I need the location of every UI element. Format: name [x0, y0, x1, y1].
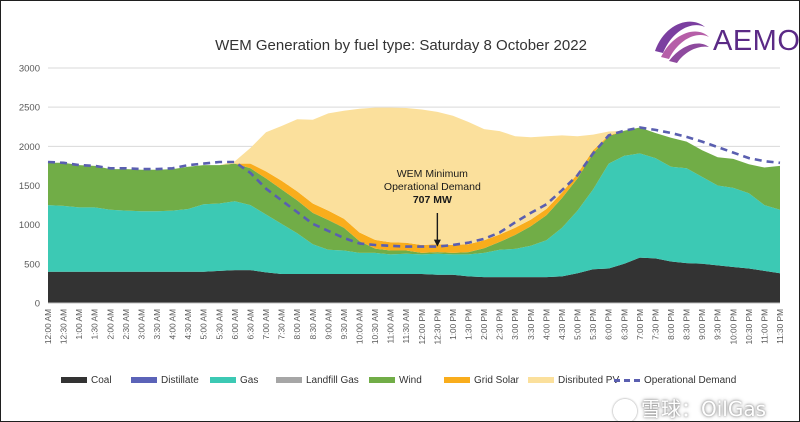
snowball-icon: [613, 398, 637, 421]
y-tick-label: 0: [35, 299, 40, 310]
x-tick-label: 5:00 PM: [573, 309, 583, 340]
x-tick-label: 12:00 AM: [43, 309, 53, 344]
x-tick-label: 8:30 AM: [308, 309, 318, 340]
x-tick-label: 9:30 PM: [713, 309, 723, 340]
y-tick-label: 500: [24, 259, 40, 270]
legend-label: Operational Demand: [644, 375, 737, 386]
legend-swatch: [131, 377, 157, 384]
x-tick-label: 5:30 AM: [214, 309, 224, 340]
x-tick-label: 8:00 AM: [292, 309, 302, 340]
aemo-logo: AEMO: [647, 11, 799, 69]
x-tick-label: 7:30 PM: [650, 309, 660, 340]
x-tick-label: 3:00 AM: [136, 309, 146, 340]
x-tick-label: 6:30 PM: [619, 309, 629, 340]
legend-label: Landfill Gas: [306, 375, 359, 386]
x-tick-label: 7:30 AM: [277, 309, 287, 340]
x-tick-label: 11:30 AM: [401, 309, 411, 344]
legend-label: Grid Solar: [474, 375, 520, 386]
x-tick-label: 2:30 AM: [121, 309, 131, 340]
x-tick-label: 4:00 PM: [541, 309, 551, 340]
legend-label: Disributed PV: [558, 375, 620, 386]
legend-item-coal: Coal: [61, 375, 112, 386]
x-tick-label: 3:00 PM: [510, 309, 520, 340]
x-tick-label: 12:30 AM: [59, 309, 69, 344]
y-tick-label: 3000: [19, 64, 40, 75]
x-tick-label: 4:00 AM: [168, 309, 178, 340]
x-tick-label: 5:30 PM: [588, 309, 598, 340]
y-tick-label: 2500: [19, 103, 40, 114]
legend-swatch: [444, 377, 470, 384]
x-tick-label: 10:30 AM: [370, 309, 380, 344]
legend-item-operational-demand: Operational Demand: [614, 375, 736, 386]
plot-area: 3000 2500 2000 1500 1000 500 012:00 AM 12:30 AM…: [19, 64, 785, 345]
logo-text: AEMO: [713, 25, 799, 57]
legend-label: Coal: [91, 375, 112, 386]
y-tick-label: 1000: [19, 220, 40, 231]
x-tick-label: 8:30 PM: [682, 309, 692, 340]
x-tick-label: 6:00 AM: [230, 309, 240, 340]
x-tick-label: 1:30 AM: [90, 309, 100, 340]
area-wind: [48, 127, 780, 255]
x-tick-label: 11:00 AM: [386, 309, 396, 344]
x-tick-label: 3:30 PM: [526, 309, 536, 340]
legend-swatch: [528, 377, 554, 384]
watermark: 雪球：OilGas: [613, 393, 766, 421]
legend-label: Gas: [240, 375, 259, 386]
legend-item-wind: Wind: [369, 375, 422, 386]
legend-swatch: [210, 377, 236, 384]
x-tick-label: 2:00 AM: [105, 309, 115, 340]
x-tick-label: 12:00 PM: [417, 309, 427, 345]
x-tick-label: 9:30 AM: [339, 309, 349, 340]
x-tick-label: 1:00 AM: [74, 309, 84, 340]
x-tick-label: 8:00 PM: [666, 309, 676, 340]
x-tick-label: 10:00 AM: [354, 309, 364, 344]
x-tick-label: 6:30 AM: [245, 309, 255, 340]
x-tick-label: 5:00 AM: [199, 309, 209, 340]
chart-title: WEM Generation by fuel type: Saturday 8 …: [215, 37, 587, 54]
legend-item-landfill-gas: Landfill Gas: [276, 375, 359, 386]
x-tick-label: 7:00 PM: [635, 309, 645, 340]
legend-swatch: [614, 378, 640, 382]
watermark-text: 雪球：OilGas: [641, 397, 767, 421]
annotation-line-1: WEM Minimum: [397, 168, 468, 180]
x-tick-label: 1:30 PM: [464, 309, 474, 340]
legend-item-grid-solar: Grid Solar: [444, 375, 519, 386]
area-coal: [48, 257, 780, 303]
legend-swatch: [369, 377, 395, 384]
legend-item-disributed-pv: Disributed PV: [528, 375, 619, 386]
x-tick-label: 12:30 PM: [432, 309, 442, 345]
x-tick-label: 4:30 PM: [557, 309, 567, 340]
line-operational-demand: [47, 126, 781, 248]
legend-swatch: [61, 377, 87, 384]
annotation-line-2: Operational Demand: [384, 181, 481, 193]
aemo-swirl-icon: [655, 21, 709, 63]
x-tick-label: 4:30 AM: [183, 309, 193, 340]
legend: Coal Distillate Gas Landfill Gas Wind Grid So…: [1, 375, 799, 391]
annotation-arrow-head: [433, 239, 441, 247]
x-tick-label: 6:00 PM: [604, 309, 614, 340]
x-tick-label: 9:00 AM: [323, 309, 333, 340]
annotation-line-3: 707 MW: [413, 194, 452, 206]
legend-item-distillate: Distillate: [131, 375, 199, 386]
x-tick-label: 2:00 PM: [479, 309, 489, 340]
x-tick-label: 7:00 AM: [261, 309, 271, 340]
y-tick-label: 2000: [19, 142, 40, 153]
x-tick-label: 1:00 PM: [448, 309, 458, 340]
legend-swatch: [276, 377, 302, 384]
x-tick-label: 2:30 PM: [495, 309, 505, 340]
area-disributed-pv: [48, 107, 780, 245]
x-tick-label: 11:30 PM: [775, 309, 785, 344]
x-tick-label: 9:00 PM: [697, 309, 707, 340]
legend-label: Distillate: [161, 375, 199, 386]
x-tick-label: 10:30 PM: [744, 309, 754, 345]
legend-label: Wind: [399, 375, 422, 386]
y-tick-label: 1500: [19, 181, 40, 192]
x-tick-label: 10:00 PM: [728, 309, 738, 345]
area-gas: [48, 153, 780, 278]
legend-item-gas: Gas: [210, 375, 258, 386]
x-tick-label: 3:30 AM: [152, 309, 162, 340]
x-tick-label: 11:00 PM: [759, 309, 769, 344]
